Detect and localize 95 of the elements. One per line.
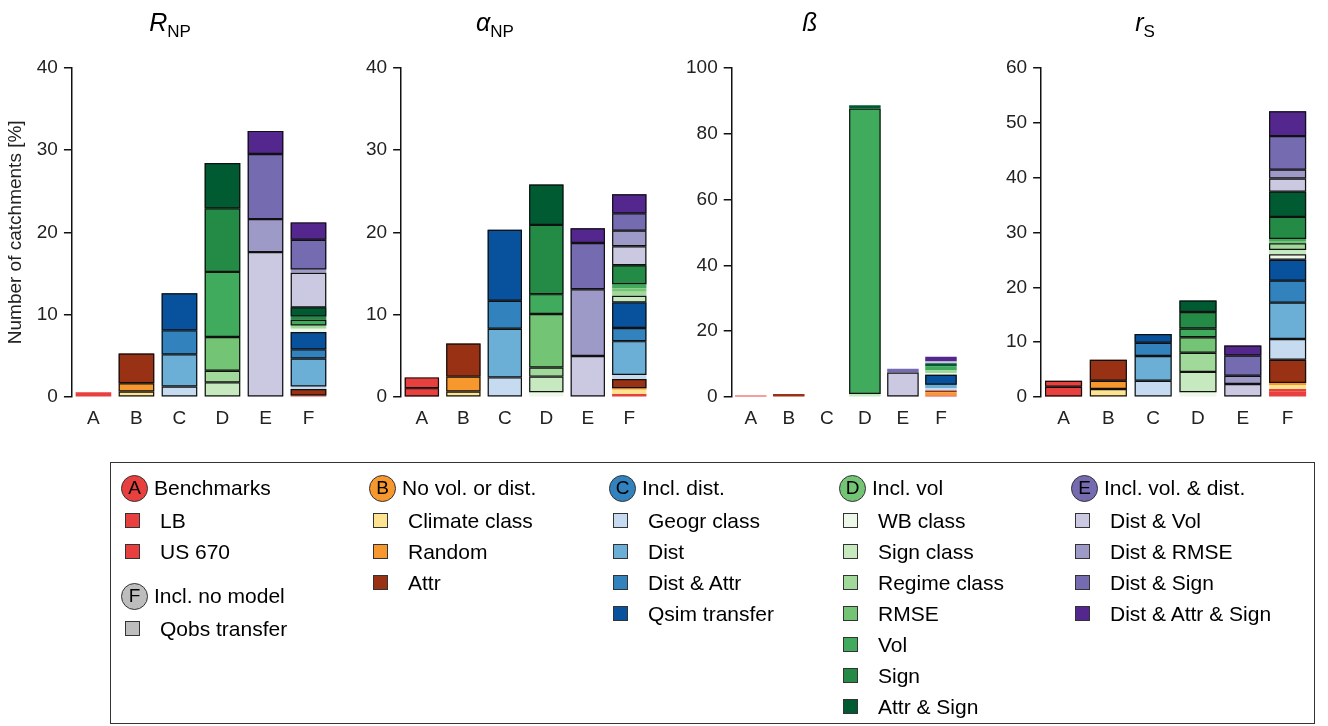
y-tick-label: 10	[365, 302, 388, 324]
y-tick-label: 60	[1005, 55, 1028, 77]
bar	[925, 356, 957, 362]
legend-label: Dist & Attr & Sign	[1110, 601, 1272, 626]
y-tick-label: 0	[1016, 385, 1028, 407]
text: Incl. vol	[872, 476, 944, 500]
bar	[1179, 392, 1217, 397]
x-tick-label: E	[259, 406, 272, 428]
x-tick-label: C	[819, 406, 834, 428]
x-tick-label: E	[581, 406, 595, 428]
y-tick-label: 20	[1005, 275, 1028, 297]
x-tick-label: F	[623, 406, 636, 428]
x-tick-label: A	[415, 406, 429, 428]
legend-label: Qobs transfer	[160, 616, 288, 641]
bar	[612, 389, 647, 394]
y-tick-label: 30	[1005, 220, 1028, 242]
x-tick-label: D	[858, 406, 872, 428]
x-tick-label: F	[1281, 406, 1294, 428]
legend-label: Dist & RMSE	[1110, 539, 1233, 564]
legend-label: Qsim transfer	[648, 601, 775, 626]
text: No vol. or dist.	[402, 476, 537, 500]
legend-label: Vol	[878, 632, 908, 657]
chart-title: R$_{NP}$	[148, 8, 192, 42]
y-tick-label: 0	[376, 385, 388, 407]
legend-label: Random	[408, 539, 488, 564]
x-tick-label: D	[539, 406, 554, 428]
x-tick-label: F	[935, 406, 947, 428]
legend-label: US 670	[160, 539, 231, 564]
x-tick-label: F	[302, 406, 315, 428]
legend-label: WB class	[878, 508, 966, 533]
y-tick-label: 40	[696, 253, 718, 275]
category-label: F	[128, 585, 141, 606]
x-tick-label: A	[87, 406, 101, 428]
x-tick-label: D	[1191, 406, 1205, 428]
x-tick-label: C	[1146, 406, 1161, 428]
y-tick-label: 30	[36, 138, 58, 160]
text: Incl. vol. & dist.	[1104, 476, 1246, 500]
x-tick-label: B	[130, 406, 143, 428]
legend-label: Sign class	[878, 539, 974, 564]
text: Incl. dist.	[642, 476, 725, 500]
category-label: B	[376, 477, 389, 498]
legend-label: RMSE	[878, 601, 939, 626]
legend-label: Climate class	[408, 508, 533, 533]
x-tick-label: C	[172, 406, 187, 428]
legend-label: Dist & Vol	[1110, 508, 1202, 533]
text: Incl. no model	[154, 584, 285, 608]
y-tick-label: 20	[696, 319, 718, 341]
x-tick-label: A	[1057, 406, 1071, 428]
chart-title: ß	[801, 8, 819, 37]
x-tick-label: B	[457, 406, 470, 428]
chart-title: α$_{NP}$	[475, 8, 515, 42]
y-tick-label: 60	[696, 187, 718, 209]
x-tick-label: E	[1236, 406, 1250, 428]
x-tick-label: B	[1102, 406, 1115, 428]
y-tick-label: 20	[36, 220, 58, 242]
y-tick-label: 10	[1005, 330, 1028, 352]
y-tick-label: 40	[1005, 165, 1028, 187]
y-tick-label: 100	[686, 55, 718, 77]
y-axis-title: Number of catchments [%]	[3, 120, 25, 345]
legend-label: Geogr class	[648, 508, 761, 533]
legend-label: Attr & Sign	[878, 694, 979, 719]
x-tick-label: E	[896, 406, 910, 428]
bar	[849, 105, 881, 109]
legend-label: Sign	[878, 663, 921, 688]
y-tick-label: 30	[365, 138, 388, 160]
category-label: E	[1078, 477, 1091, 498]
y-tick-label: 10	[36, 302, 58, 324]
bar	[612, 284, 647, 289]
x-tick-label: C	[497, 406, 512, 428]
legend-label: Dist & Sign	[1110, 570, 1214, 595]
y-tick-label: 40	[365, 55, 388, 77]
text: Benchmarks	[154, 476, 271, 500]
bar	[612, 374, 647, 380]
category-label: C	[615, 477, 630, 498]
bar	[612, 291, 647, 296]
bar	[1269, 249, 1307, 255]
bar	[529, 392, 564, 397]
category-label: A	[128, 477, 141, 498]
chart-title: r$_{S}$	[1134, 8, 1156, 42]
y-tick-label: 0	[47, 385, 58, 407]
y-tick-label: 20	[365, 220, 388, 242]
bar	[612, 288, 647, 292]
y-tick-label: 40	[36, 55, 58, 77]
x-tick-label: A	[744, 406, 758, 428]
legend-label: Regime class	[878, 570, 1005, 595]
y-tick-label: 0	[707, 385, 718, 407]
legend-label: Dist & Attr	[648, 570, 742, 595]
y-tick-label: 80	[696, 121, 718, 143]
x-tick-label: B	[782, 406, 796, 428]
legend-label: Attr	[408, 570, 441, 595]
y-tick-label: 50	[1005, 110, 1028, 132]
category-label: D	[845, 477, 860, 498]
legend-label: Dist	[648, 539, 685, 564]
x-tick-label: D	[215, 406, 230, 428]
legend-label: LB	[160, 508, 186, 533]
